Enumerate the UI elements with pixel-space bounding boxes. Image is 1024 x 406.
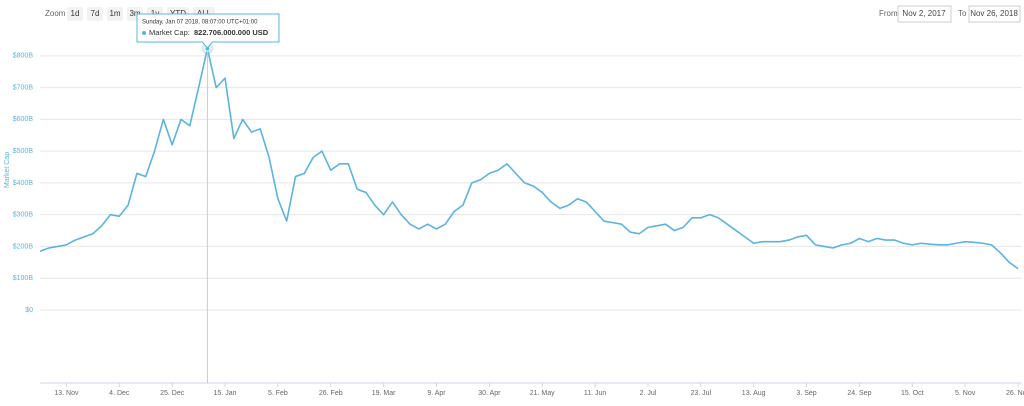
zoom-button[interactable] xyxy=(87,7,103,21)
tooltip-series-label: Market Cap: xyxy=(149,28,190,37)
x-tick-label: 15. Jan xyxy=(214,390,237,397)
y-tick-label: $500B xyxy=(13,148,34,155)
x-tick-label: 23. Jul xyxy=(690,390,711,397)
market-cap-line xyxy=(39,47,1019,270)
zoom-label: Zoom xyxy=(45,9,66,18)
tooltip-value: 822.706.000.000 USD xyxy=(194,28,269,37)
y-tick-label: $100B xyxy=(13,275,34,282)
x-tick-label: 26. Nov xyxy=(1006,390,1024,397)
tooltip-dot xyxy=(142,31,146,35)
x-tick-label: 5. Nov xyxy=(955,390,976,397)
to-input[interactable] xyxy=(968,5,1021,23)
tooltip-date: Sunday, Jan 07 2018, 08:07:00 UTC+01:00 xyxy=(142,20,258,26)
x-tick-label: 30. Apr xyxy=(478,390,501,397)
to-label: To xyxy=(958,9,967,18)
zoom-button[interactable] xyxy=(67,7,83,21)
zoom-button-label[interactable]: 1d xyxy=(71,9,80,18)
zoom-button[interactable] xyxy=(107,7,123,21)
tooltip-box xyxy=(136,13,280,49)
y-tick-label: $200B xyxy=(13,243,34,250)
x-tick-label: 13. Aug xyxy=(742,390,766,397)
x-tick-label: 26. Feb xyxy=(319,390,343,397)
zoom-button-label[interactable]: 3m xyxy=(129,9,140,18)
zoom-button-label[interactable]: 1m xyxy=(109,9,120,18)
x-tick-label: 4. Dec xyxy=(109,390,130,397)
from-input[interactable] xyxy=(897,5,952,23)
y-tick-label: $800B xyxy=(13,53,34,60)
x-tick-label: 25. Dec xyxy=(160,390,185,397)
x-tick-label: 11. Jun xyxy=(584,390,607,397)
x-tick-label: 24. Sep xyxy=(847,390,871,397)
zoom-button-label[interactable]: 7d xyxy=(91,9,100,18)
x-tick-label: 2. Jul xyxy=(640,390,657,397)
y-tick-label: $700B xyxy=(13,84,34,91)
x-tick-label: 9. Apr xyxy=(427,390,446,397)
x-tick-label: 19. Mar xyxy=(372,390,396,397)
x-tick-label: 5. Feb xyxy=(268,390,288,397)
x-tick-label: 3. Sep xyxy=(796,390,816,397)
y-tick-label: $300B xyxy=(13,212,34,219)
to-value[interactable]: Nov 26, 2018 xyxy=(970,9,1018,18)
y-tick-label: $400B xyxy=(13,180,34,187)
x-tick-label: 21. May xyxy=(530,390,555,397)
y-axis-title: Market Cap xyxy=(4,152,11,188)
from-label: From xyxy=(879,9,898,18)
y-tick-label: $600B xyxy=(13,116,34,123)
x-tick-label: 13. Nov xyxy=(54,390,79,397)
from-value[interactable]: Nov 2, 2017 xyxy=(902,9,946,18)
y-tick-label: $0 xyxy=(25,307,33,314)
x-tick-label: 15. Oct xyxy=(901,390,924,397)
